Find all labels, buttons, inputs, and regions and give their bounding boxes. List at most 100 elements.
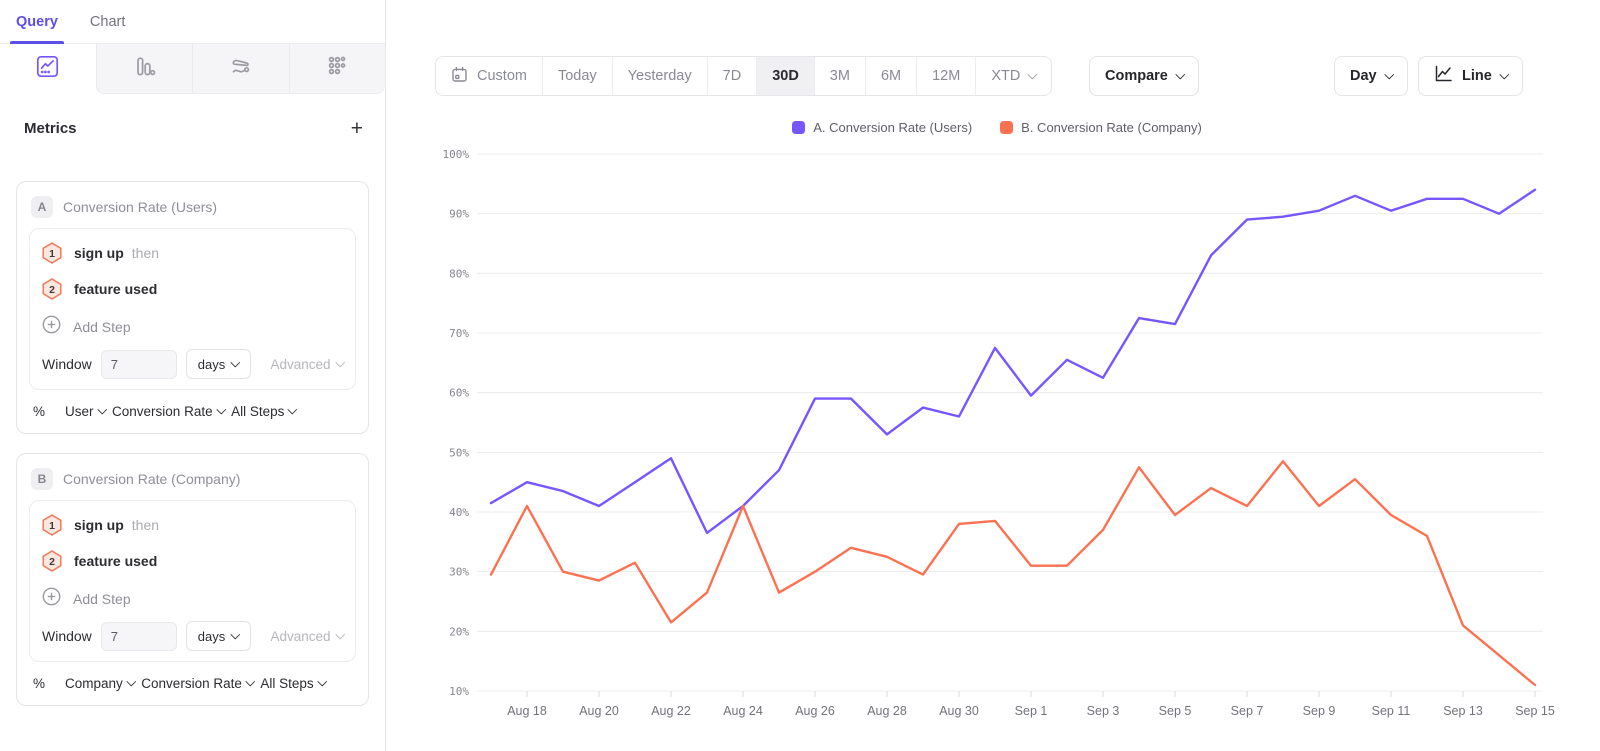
- svg-text:20%: 20%: [449, 625, 469, 638]
- chevron-down-icon: [230, 357, 241, 367]
- svg-text:10%: 10%: [449, 685, 469, 698]
- legend-item-company[interactable]: B. Conversion Rate (Company): [1000, 120, 1202, 135]
- metric-type-dropdown[interactable]: Conversion Rate: [112, 404, 226, 419]
- chart-type-dropdown[interactable]: Line: [1418, 56, 1524, 96]
- tab-query[interactable]: Query: [10, 0, 64, 44]
- tab-chart[interactable]: Chart: [89, 13, 126, 30]
- chevron-down-icon: [1384, 69, 1394, 79]
- advanced-dropdown[interactable]: Advanced: [270, 629, 345, 644]
- chevron-down-icon: [126, 676, 136, 687]
- metric-badge-b: B: [31, 468, 53, 490]
- date-range-xtd[interactable]: XTD: [975, 57, 1051, 95]
- viz-tab-line[interactable]: [0, 44, 96, 94]
- svg-text:Sep 13: Sep 13: [1443, 704, 1483, 718]
- svg-text:Aug 28: Aug 28: [867, 704, 907, 718]
- legend-swatch-purple: [792, 121, 806, 134]
- svg-text:60%: 60%: [449, 387, 469, 400]
- plus-circle-icon: [42, 587, 61, 611]
- funnel-steps-panel-b: 1 sign up then 2 feature used Add: [29, 500, 356, 662]
- chevron-down-icon: [230, 629, 241, 639]
- legend-item-users[interactable]: A. Conversion Rate (Users): [792, 120, 972, 135]
- bar-chart-icon: [133, 55, 156, 83]
- step-event-label[interactable]: sign up: [74, 517, 124, 533]
- svg-text:Sep 15: Sep 15: [1515, 704, 1555, 718]
- svg-text:Sep 3: Sep 3: [1087, 704, 1120, 718]
- window-label: Window: [42, 356, 92, 372]
- step-number-badge: 1: [42, 514, 62, 536]
- svg-text:Aug 18: Aug 18: [507, 704, 547, 718]
- metric-title-a[interactable]: Conversion Rate (Users): [63, 199, 218, 215]
- metric-card-b: B Conversion Rate (Company) 1 sign up th…: [16, 453, 369, 706]
- entity-dropdown[interactable]: Company: [65, 676, 136, 691]
- svg-text:2: 2: [49, 284, 55, 296]
- compare-button[interactable]: Compare: [1089, 56, 1200, 96]
- step-suffix-label: then: [131, 517, 160, 533]
- metric-card-b-header: B Conversion Rate (Company): [29, 466, 356, 500]
- step-event-label[interactable]: feature used: [74, 553, 158, 569]
- add-step-button[interactable]: Add Step: [42, 307, 343, 349]
- svg-text:90%: 90%: [449, 208, 469, 221]
- entity-dropdown[interactable]: User: [65, 404, 107, 419]
- svg-text:100%: 100%: [443, 148, 470, 161]
- percent-prefix: %: [33, 404, 46, 419]
- date-range-3m[interactable]: 3M: [813, 57, 865, 95]
- line-chart-icon: [36, 55, 59, 83]
- add-step-button[interactable]: Add Step: [42, 579, 343, 621]
- metric-card-a-header: A Conversion Rate (Users): [29, 194, 356, 228]
- step-number-badge: 1: [42, 242, 62, 264]
- date-range-yesterday[interactable]: Yesterday: [611, 57, 707, 95]
- steps-scope-dropdown[interactable]: All Steps: [260, 676, 327, 691]
- plus-circle-icon: [42, 315, 61, 339]
- calendar-icon: [451, 66, 468, 87]
- viz-tab-bar[interactable]: [95, 44, 192, 94]
- svg-text:1: 1: [49, 520, 55, 532]
- metrics-title: Metrics: [24, 120, 77, 137]
- conversion-line-chart: 100% 90% 80% 70% 60% 50% 40% 30% 20% 10% Aug 18 Aug…: [443, 148, 1555, 718]
- funnel-steps-panel-a: 1 sign up then 2 feature used Add: [29, 228, 356, 390]
- advanced-dropdown[interactable]: Advanced: [270, 357, 345, 372]
- viz-tab-flow[interactable]: [192, 44, 289, 94]
- metric-type-dropdown[interactable]: Conversion Rate: [141, 676, 255, 691]
- metric-title-b[interactable]: Conversion Rate (Company): [63, 471, 241, 487]
- window-value-input[interactable]: [100, 349, 177, 379]
- granularity-dropdown[interactable]: Day: [1334, 56, 1409, 96]
- chart-area[interactable]: 100% 90% 80% 70% 60% 50% 40% 30% 20% 10% Aug 18 Aug…: [417, 136, 1567, 741]
- funnel-step-row[interactable]: 2 feature used: [42, 543, 343, 579]
- date-range-6m[interactable]: 6M: [864, 57, 916, 95]
- date-range-12m[interactable]: 12M: [916, 57, 975, 95]
- svg-text:Sep 7: Sep 7: [1231, 704, 1264, 718]
- window-unit-dropdown[interactable]: days: [185, 621, 251, 651]
- visualization-type-tabs: [0, 44, 385, 94]
- viz-tab-retention[interactable]: [288, 44, 385, 94]
- add-metric-button[interactable]: +: [350, 117, 363, 140]
- step-event-label[interactable]: sign up: [74, 245, 124, 261]
- svg-text:50%: 50%: [449, 446, 469, 459]
- svg-text:Aug 22: Aug 22: [651, 704, 691, 718]
- metrics-header: Metrics +: [0, 94, 385, 139]
- funnel-step-row[interactable]: 1 sign up then: [42, 507, 343, 543]
- percent-prefix: %: [33, 676, 46, 691]
- svg-text:Aug 26: Aug 26: [795, 704, 835, 718]
- step-number-badge: 2: [42, 278, 62, 300]
- funnel-step-row[interactable]: 2 feature used: [42, 271, 343, 307]
- date-range-30d[interactable]: 30D: [756, 57, 814, 95]
- step-event-label[interactable]: feature used: [74, 281, 158, 297]
- conversion-window-row: Window days Advanced: [42, 621, 345, 651]
- measurement-row-a: % User Conversion Rate All Steps: [29, 390, 356, 421]
- chart-legend: A. Conversion Rate (Users) B. Conversion…: [447, 120, 1547, 135]
- conversion-window-row: Window days Advanced: [42, 349, 345, 379]
- funnel-step-row[interactable]: 1 sign up then: [42, 235, 343, 271]
- dots-grid-icon: [326, 55, 348, 82]
- date-range-today[interactable]: Today: [541, 57, 612, 95]
- step-number-badge: 2: [42, 550, 62, 572]
- svg-text:Sep 11: Sep 11: [1372, 704, 1411, 718]
- chevron-down-icon: [1499, 69, 1509, 79]
- svg-text:70%: 70%: [449, 327, 469, 340]
- date-range-7d[interactable]: 7D: [706, 57, 757, 95]
- window-unit-dropdown[interactable]: days: [185, 349, 251, 379]
- steps-scope-dropdown[interactable]: All Steps: [231, 404, 298, 419]
- date-range-custom[interactable]: Custom: [436, 57, 542, 95]
- window-value-input[interactable]: [100, 621, 177, 651]
- line-chart-icon: [1434, 65, 1453, 87]
